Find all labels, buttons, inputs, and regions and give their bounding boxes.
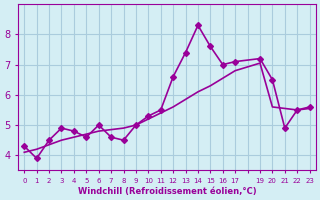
X-axis label: Windchill (Refroidissement éolien,°C): Windchill (Refroidissement éolien,°C) — [78, 187, 256, 196]
